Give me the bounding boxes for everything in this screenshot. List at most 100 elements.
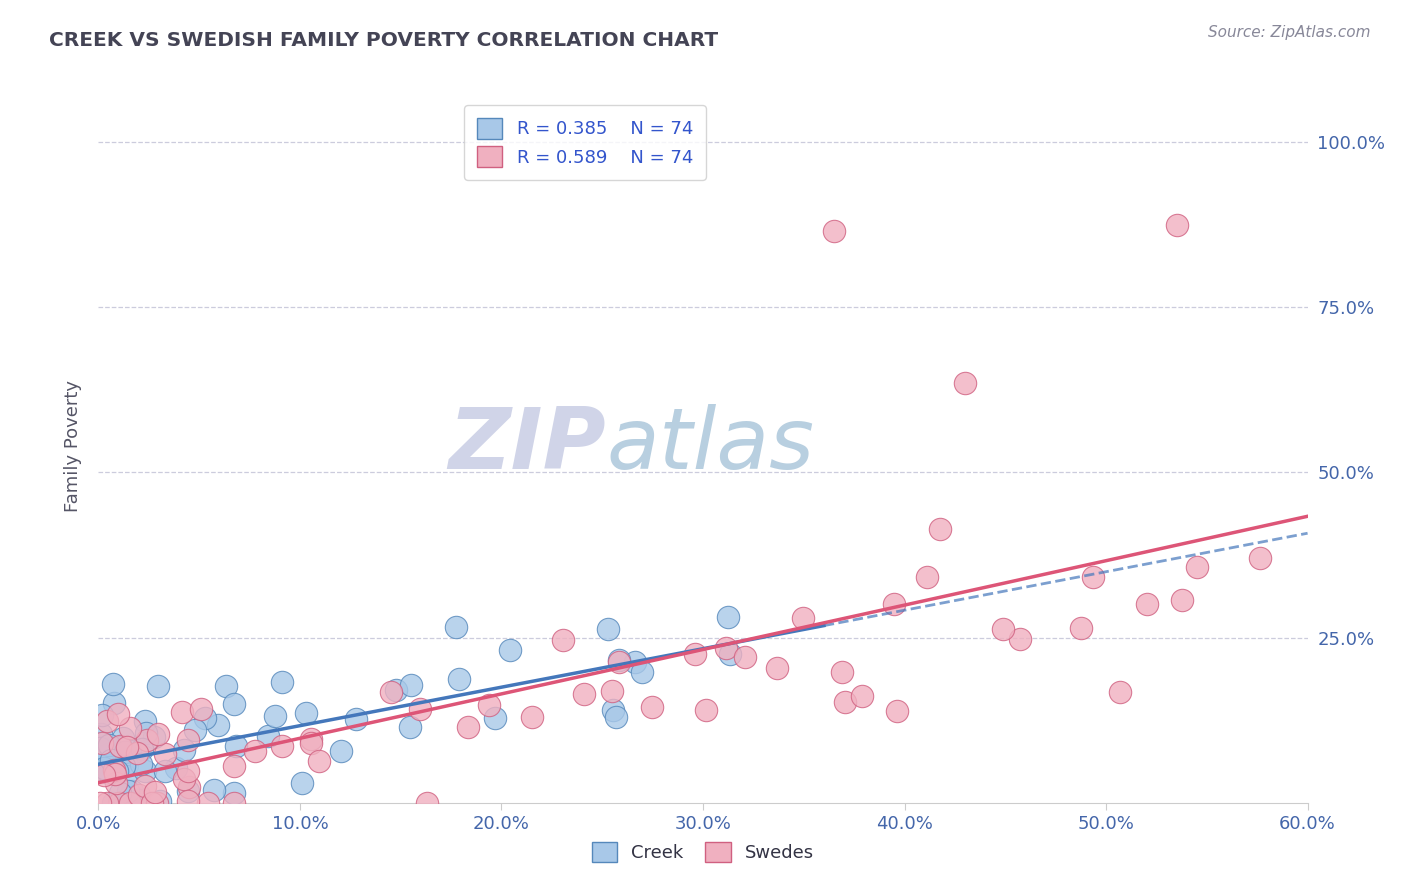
- Point: [605, 709, 627, 723]
- Point: [134, 714, 156, 728]
- Point: [117, 783, 139, 797]
- Point: [89, 741, 111, 756]
- Point: [207, 718, 229, 732]
- Point: [215, 679, 238, 693]
- Point: [1108, 685, 1130, 699]
- Point: [115, 796, 138, 810]
- Point: [197, 796, 219, 810]
- Point: [90, 708, 112, 723]
- Point: [89, 736, 111, 750]
- Point: [202, 782, 225, 797]
- Point: [118, 796, 141, 810]
- Point: [299, 732, 322, 747]
- Point: [120, 796, 142, 810]
- Point: [695, 703, 717, 717]
- Point: [128, 793, 150, 807]
- Point: [596, 622, 619, 636]
- Point: [883, 597, 905, 611]
- Point: [108, 796, 131, 810]
- Point: [96, 714, 118, 728]
- Point: [101, 796, 124, 810]
- Point: [607, 655, 630, 669]
- Point: [94, 745, 117, 759]
- Point: [1010, 632, 1032, 646]
- Point: [295, 706, 318, 720]
- Point: [194, 711, 217, 725]
- Text: atlas: atlas: [606, 404, 814, 488]
- Point: [631, 665, 654, 679]
- Point: [831, 665, 853, 680]
- Point: [449, 672, 471, 686]
- Point: [991, 622, 1014, 636]
- Point: [641, 700, 664, 714]
- Point: [115, 739, 138, 754]
- Point: [98, 765, 121, 780]
- Point: [718, 647, 741, 661]
- Point: [143, 730, 166, 744]
- Point: [115, 796, 138, 810]
- Point: [344, 712, 367, 726]
- Point: [330, 744, 353, 758]
- Point: [111, 731, 134, 745]
- Point: [457, 720, 479, 734]
- Point: [484, 711, 506, 725]
- Point: [716, 640, 738, 655]
- Point: [270, 739, 292, 754]
- Point: [98, 738, 121, 752]
- Point: [176, 764, 198, 778]
- Point: [100, 741, 122, 756]
- Point: [103, 763, 125, 777]
- Point: [141, 796, 163, 810]
- Point: [623, 655, 645, 669]
- Point: [120, 721, 142, 735]
- Point: [1171, 593, 1194, 607]
- Point: [153, 747, 176, 761]
- Point: [1185, 560, 1208, 574]
- Point: [172, 705, 194, 719]
- Point: [834, 695, 856, 709]
- Point: [97, 747, 120, 761]
- Point: [128, 788, 150, 802]
- Point: [89, 762, 111, 776]
- Point: [173, 772, 195, 786]
- Point: [600, 684, 623, 698]
- Point: [929, 522, 952, 536]
- Point: [101, 677, 124, 691]
- Legend: Creek, Swedes: Creek, Swedes: [585, 834, 821, 870]
- Point: [851, 690, 873, 704]
- Text: CREEK VS SWEDISH FAMILY POVERTY CORRELATION CHART: CREEK VS SWEDISH FAMILY POVERTY CORRELAT…: [49, 31, 718, 50]
- Point: [117, 757, 139, 772]
- Point: [380, 684, 402, 698]
- Point: [190, 702, 212, 716]
- Point: [823, 224, 845, 238]
- Point: [291, 776, 314, 790]
- Point: [110, 739, 132, 754]
- Point: [1166, 218, 1188, 232]
- Point: [415, 796, 437, 810]
- Point: [177, 780, 200, 795]
- Point: [222, 697, 245, 711]
- Text: Source: ZipAtlas.com: Source: ZipAtlas.com: [1208, 25, 1371, 40]
- Point: [177, 794, 200, 808]
- Point: [135, 725, 157, 739]
- Point: [184, 723, 207, 737]
- Text: ZIP: ZIP: [449, 404, 606, 488]
- Point: [149, 794, 172, 808]
- Point: [607, 653, 630, 667]
- Point: [143, 785, 166, 799]
- Point: [153, 764, 176, 778]
- Point: [108, 739, 131, 753]
- Point: [399, 678, 422, 692]
- Point: [110, 796, 132, 810]
- Point: [1249, 551, 1271, 566]
- Point: [112, 759, 135, 773]
- Point: [299, 736, 322, 750]
- Point: [683, 647, 706, 661]
- Point: [257, 729, 280, 743]
- Point: [90, 727, 112, 741]
- Point: [91, 736, 114, 750]
- Point: [1081, 570, 1104, 584]
- Point: [148, 727, 170, 741]
- Point: [224, 758, 246, 772]
- Point: [1136, 598, 1159, 612]
